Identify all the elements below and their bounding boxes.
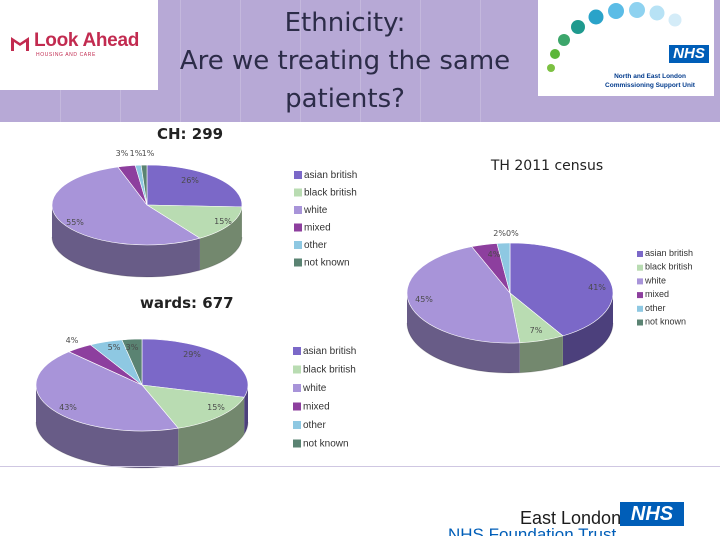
- legend-swatch-black-british: [293, 366, 301, 374]
- pie-data-label: 3%: [116, 149, 129, 158]
- legend-label-other: other: [645, 303, 666, 313]
- legend-swatch-mixed: [293, 403, 301, 411]
- pie-data-label: 5%: [108, 343, 121, 352]
- chart-title: wards: 677: [140, 294, 234, 312]
- pie-data-label: 29%: [183, 350, 201, 359]
- pie-data-label: 41%: [588, 283, 606, 292]
- pie-data-label: 15%: [207, 403, 225, 412]
- pie-data-label-top: 2%0%: [493, 229, 519, 238]
- legend-swatch-mixed: [637, 292, 643, 298]
- pie-data-label: 3%: [126, 343, 139, 352]
- pie-data-label: 43%: [59, 403, 77, 412]
- footer-nhs-logo: NHS: [620, 502, 684, 526]
- legend-swatch-other: [294, 241, 302, 249]
- legend-label-asian-british: asian british: [304, 170, 357, 181]
- legend-swatch-white: [294, 206, 302, 214]
- legend-swatch-asian-british: [294, 171, 302, 179]
- pie-data-label: 4%: [488, 250, 501, 259]
- legend-swatch-black-british: [637, 265, 643, 271]
- legend-swatch-white: [293, 384, 301, 392]
- pie-slice-asian-british: [147, 165, 242, 207]
- legend-label-black-british: black british: [645, 262, 693, 272]
- legend-label-not-known: not known: [303, 439, 349, 450]
- legend-swatch-not-known: [294, 259, 302, 267]
- chart-legend: asian british black british white mixed othe…: [637, 248, 693, 327]
- legend-label-white: white: [303, 205, 328, 216]
- chart-legend: asian british black british white mixed othe…: [293, 346, 356, 450]
- legend-label-mixed: mixed: [304, 223, 331, 234]
- pie-chart-wards-677: 29% 15% 43% 4% 5% 3% wards: 677 asian british bl…: [36, 294, 356, 468]
- chart-legend: asian british black british white mixed othe…: [294, 170, 357, 269]
- pie-data-label: 1%: [142, 149, 155, 158]
- pie-data-label: 4%: [66, 336, 79, 345]
- chart-title: CH: 299: [157, 125, 223, 143]
- legend-label-asian-british: asian british: [645, 248, 693, 258]
- pie-data-label: 26%: [181, 176, 199, 185]
- legend-label-mixed: mixed: [303, 402, 330, 413]
- legend-swatch-white: [637, 278, 643, 284]
- pie-data-label: 15%: [214, 217, 232, 226]
- legend-swatch-other: [637, 306, 643, 312]
- pie-data-label: 55%: [66, 218, 84, 227]
- legend-label-white: white: [644, 275, 666, 285]
- pie-chart-th-2011-census: 41% 7% 45% 4% 2%0% TH 2011 census asian britis…: [407, 158, 693, 373]
- pie-data-label: 45%: [415, 295, 433, 304]
- legend-label-mixed: mixed: [645, 289, 669, 299]
- legend-swatch-black-british: [294, 189, 302, 197]
- footer-trust: NHS Foundation Trust: [448, 525, 616, 545]
- chart-title: TH 2011 census: [490, 158, 603, 174]
- legend-label-black-british: black british: [304, 188, 357, 199]
- footer-edge: [0, 536, 720, 540]
- legend-swatch-not-known: [637, 320, 643, 326]
- legend-swatch-mixed: [294, 224, 302, 232]
- pie-data-label: 7%: [530, 326, 543, 335]
- legend-swatch-other: [293, 421, 301, 429]
- legend-label-asian-british: asian british: [303, 346, 356, 357]
- legend-label-white: white: [302, 383, 327, 394]
- legend-swatch-asian-british: [293, 347, 301, 355]
- legend-label-other: other: [303, 420, 326, 431]
- legend-swatch-asian-british: [637, 251, 643, 257]
- legend-label-other: other: [304, 240, 327, 251]
- legend-label-black-british: black british: [303, 365, 356, 376]
- footer-divider: [0, 466, 720, 467]
- legend-label-not-known: not known: [304, 258, 350, 269]
- legend-label-not-known: not known: [645, 317, 686, 327]
- legend-swatch-not-known: [293, 440, 301, 448]
